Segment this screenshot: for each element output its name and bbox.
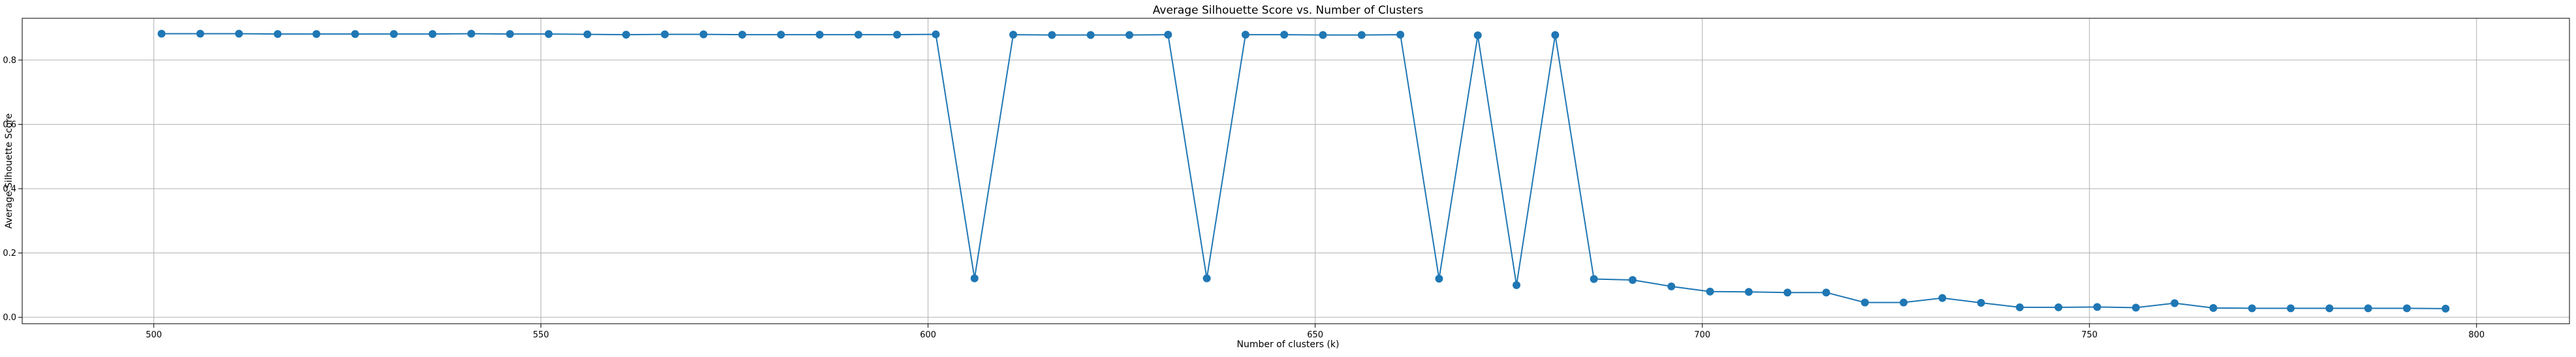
- data-point: [1396, 31, 1405, 39]
- data-point: [467, 29, 475, 38]
- data-point: [1202, 274, 1211, 283]
- data-point: [1241, 31, 1249, 39]
- data-point: [157, 29, 166, 38]
- y-tick-label: 0.0: [3, 313, 16, 323]
- y-axis-label: Average Silhouette Score: [4, 114, 14, 229]
- data-point: [428, 30, 437, 39]
- x-tick-label: 600: [920, 330, 936, 340]
- data-point: [2093, 303, 2101, 311]
- data-point: [815, 31, 824, 39]
- data-point: [1706, 287, 1714, 296]
- data-point: [2054, 303, 2063, 311]
- data-point: [1357, 31, 1366, 39]
- x-tick-label: 650: [1307, 330, 1323, 340]
- data-point: [506, 30, 514, 39]
- data-point: [351, 30, 359, 39]
- data-point: [1667, 282, 1676, 290]
- data-point: [1628, 276, 1637, 285]
- data-point: [893, 31, 902, 39]
- y-tick-label: 0.8: [3, 56, 16, 66]
- data-point: [1977, 298, 1985, 307]
- data-point: [274, 30, 282, 39]
- data-point: [1861, 298, 1869, 307]
- y-tick-label: 0.2: [3, 249, 16, 258]
- data-point: [1280, 31, 1289, 39]
- data-point: [1473, 31, 1482, 40]
- data-point: [1435, 275, 1443, 283]
- data-point: [1900, 298, 1908, 307]
- data-point: [2248, 304, 2256, 313]
- data-point: [2402, 304, 2411, 313]
- plot-frame: [22, 18, 2570, 324]
- data-point: [1048, 31, 1056, 39]
- x-tick-label: 550: [533, 330, 549, 340]
- y-tick-label: 0.4: [3, 185, 16, 194]
- data-point: [2171, 299, 2179, 307]
- x-tick-label: 750: [2081, 330, 2097, 340]
- grid-lines: [22, 18, 2569, 324]
- data-point: [661, 30, 669, 39]
- data-point: [1164, 31, 1172, 39]
- data-points-layer: [157, 29, 2450, 313]
- data-point: [622, 31, 631, 39]
- data-point: [1822, 288, 1830, 297]
- data-point: [738, 31, 746, 39]
- data-point: [2325, 304, 2334, 313]
- data-point: [1783, 288, 1792, 297]
- data-point: [1086, 31, 1095, 39]
- data-point: [699, 30, 708, 39]
- series-line-layer: [161, 33, 2446, 309]
- data-point: [1551, 31, 1560, 39]
- data-point: [1938, 294, 1947, 302]
- data-point: [196, 29, 204, 38]
- data-point: [1319, 31, 1327, 39]
- x-tick-label: 700: [1694, 330, 1710, 340]
- data-point: [583, 30, 591, 39]
- y-tick-label: 0.6: [3, 120, 16, 130]
- data-point: [544, 30, 553, 39]
- data-point: [2131, 303, 2140, 312]
- x-tick-label: 800: [2468, 330, 2485, 340]
- data-point: [854, 31, 862, 39]
- data-point: [970, 274, 979, 283]
- x-axis-ticks: 500 550 600 650 700 750 800: [146, 324, 2485, 340]
- data-point: [2015, 303, 2024, 311]
- data-point: [235, 29, 243, 38]
- data-point: [1513, 281, 1521, 289]
- data-point: [2442, 304, 2450, 313]
- data-point: [312, 30, 321, 39]
- y-axis-ticks: 0.0 0.2 0.4 0.6 0.8: [3, 56, 22, 323]
- chart-title: Average Silhouette Score vs. Number of C…: [1153, 4, 1424, 17]
- x-axis-label: Number of clusters (k): [1236, 339, 1339, 350]
- data-point: [2209, 303, 2218, 312]
- data-point: [777, 31, 785, 39]
- data-point: [390, 30, 398, 39]
- data-point: [1590, 275, 1598, 283]
- data-point: [2364, 304, 2372, 313]
- data-point: [1744, 288, 1753, 296]
- data-point: [2287, 304, 2295, 313]
- data-point: [1125, 31, 1134, 39]
- data-point: [1009, 31, 1018, 39]
- data-point: [932, 30, 940, 39]
- x-tick-label: 500: [146, 330, 162, 340]
- series-line: [161, 33, 2446, 309]
